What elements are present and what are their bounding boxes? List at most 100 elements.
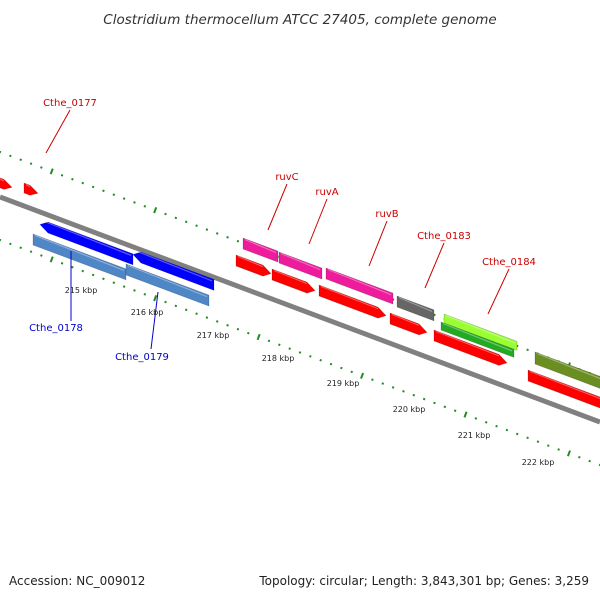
- lower-ruler-dot: [29, 250, 33, 253]
- lower-ruler-dot: [278, 343, 281, 347]
- Cthe_0179-steelblue-gene: [125, 263, 210, 307]
- dotted-ruler-rows: [0, 150, 600, 467]
- upper-ruler-dot: [29, 162, 33, 165]
- lower-ruler-dot: [174, 304, 178, 308]
- red-arrow-small-cds: [23, 182, 39, 196]
- upper-ruler-dot: [81, 181, 85, 185]
- cthe-0183-label: Cthe_0183: [417, 231, 471, 242]
- olive-red-cds: [527, 369, 600, 409]
- red-arrow-small-cds-highlight: [25, 183, 31, 188]
- lower-ruler-dot: [350, 370, 354, 374]
- cthe-0183-leader-line: [424, 242, 445, 289]
- upper-ruler-dot: [40, 166, 43, 169]
- Cthe_0178-blue-cds-highlight: [134, 249, 213, 282]
- Cthe_0179-steelblue-gene-highlight: [127, 264, 208, 298]
- Cthe_0183-gray-gene: [396, 295, 435, 322]
- lower-ruler-dot: [164, 300, 167, 304]
- Cthe_0178-steelblue-gene-highlight: [34, 234, 125, 271]
- upper-ruler-dot: [195, 224, 198, 227]
- kbp-axis-labels: 215 kbp 216 kbp 217 kbp 218 kbp 219 kbp 220 k…: [65, 286, 555, 467]
- upper-ruler-dot: [133, 201, 136, 204]
- lower-ruler-dot: [578, 455, 581, 459]
- lower-ruler-dot: [205, 316, 209, 319]
- Cthe_0177-blue-cds: [39, 221, 134, 266]
- lower-ruler-dot: [360, 372, 365, 379]
- Cthe_0184-red-cds: [433, 329, 508, 366]
- upper-ruler-dot: [9, 154, 12, 158]
- upper-ruler-dot: [49, 168, 54, 175]
- lower-ruler-dot: [267, 339, 271, 343]
- lower-ruler-dot: [256, 333, 261, 341]
- upper-ruler-dot: [112, 193, 116, 196]
- ruvc-leader-line: [267, 183, 288, 231]
- Cthe_0177-blue-cds-highlight: [41, 219, 132, 256]
- upper-ruler-dot: [526, 348, 529, 352]
- ruvA-magenta-gene-highlight: [280, 252, 321, 271]
- lower-ruler-dot: [453, 409, 457, 412]
- upper-ruler-dot: [91, 185, 95, 189]
- lower-ruler-dot: [184, 308, 188, 312]
- ruvC-magenta-gene-highlight: [244, 238, 277, 254]
- ruvc-label: ruvC: [275, 172, 298, 183]
- lower-ruler-dot: [81, 269, 85, 273]
- lower-ruler-dot: [598, 463, 600, 467]
- lower-ruler-dot: [226, 324, 229, 327]
- ruvB-magenta-gene: [325, 267, 394, 305]
- kbp-tick-label: 222 kbp: [522, 458, 555, 467]
- kbp-tick-label: 221 kbp: [458, 431, 491, 440]
- upper-ruler-dot: [122, 197, 126, 200]
- lower-ruler-dot: [412, 393, 416, 397]
- lower-ruler-dot: [246, 331, 250, 335]
- Cthe_0183-red-cds-highlight: [391, 313, 420, 326]
- upper-ruler-dot: [143, 205, 147, 208]
- lower-ruler-dot: [329, 362, 333, 366]
- cthe-0184-leader-line: [487, 268, 510, 315]
- cthe-0177-leader-line: [45, 109, 71, 154]
- upper-ruler-dot: [184, 220, 188, 224]
- red-arrow-cds-highlight: [0, 178, 5, 182]
- upper-ruler-dot: [0, 150, 2, 154]
- lower-ruler-dot: [515, 432, 519, 436]
- lower-ruler-dot: [536, 440, 540, 444]
- lower-ruler-dot: [298, 351, 302, 354]
- Cthe_0178-steelblue-gene: [32, 233, 127, 281]
- gene-features: [0, 177, 600, 409]
- map-title: Clostridium thermocellum ATCC 27405, com…: [103, 12, 496, 28]
- lower-ruler-dot: [588, 459, 591, 463]
- lower-ruler-dot: [422, 397, 426, 401]
- upper-ruler-dot: [19, 158, 22, 162]
- ruva-label: ruvA: [315, 187, 338, 198]
- lower-ruler-dot: [546, 444, 550, 447]
- Cthe_0184-lime-gene-highlight: [445, 314, 516, 344]
- ruvC-red-cds: [235, 254, 272, 277]
- lower-ruler-dot: [309, 355, 312, 358]
- lower-ruler-dot: [9, 242, 12, 246]
- upper-ruler-dot: [60, 173, 64, 177]
- cthe-0178-label: Cthe_0178: [29, 323, 83, 334]
- upper-ruler-dot: [236, 239, 240, 243]
- cthe-0177-label: Cthe_0177: [43, 98, 97, 109]
- lower-ruler-dot: [71, 265, 74, 269]
- lower-ruler-dot: [102, 277, 105, 281]
- lower-ruler-dot: [505, 428, 509, 432]
- lower-ruler-dot: [443, 405, 447, 409]
- lower-ruler-dot: [391, 386, 395, 389]
- kbp-tick-label: 219 kbp: [327, 379, 360, 388]
- lower-ruler-dot: [19, 246, 22, 250]
- lower-ruler-dot: [495, 424, 498, 428]
- lower-ruler-dot: [463, 411, 468, 418]
- ruvA-red-cds: [271, 268, 316, 294]
- lower-ruler-dot: [49, 256, 54, 263]
- upper-ruler-dot: [102, 189, 105, 193]
- upper-ruler-dot: [153, 207, 158, 214]
- lower-ruler-dot: [526, 436, 529, 440]
- lower-ruler-dot: [557, 448, 560, 451]
- red-arrow-cds: [0, 177, 13, 190]
- kbp-tick-label: 218 kbp: [262, 354, 295, 363]
- Cthe_0178-blue-cds: [132, 251, 215, 291]
- lower-ruler-dot: [288, 347, 291, 350]
- Cthe_0184-green-cds-highlight: [442, 322, 513, 352]
- lower-ruler-dot: [195, 312, 198, 315]
